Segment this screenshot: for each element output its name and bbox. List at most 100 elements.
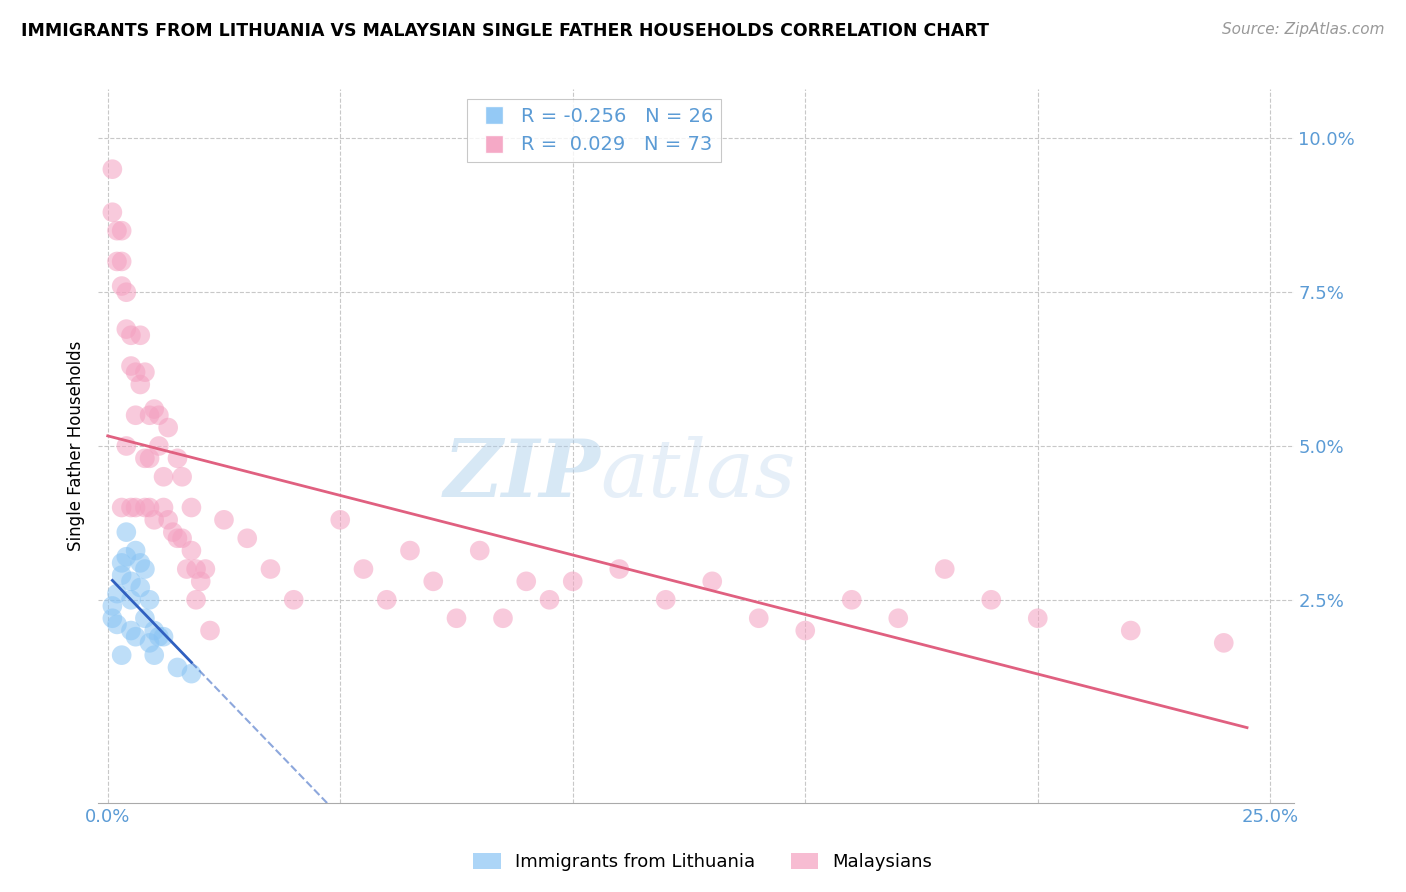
Point: [702, 574, 724, 589]
Point: [138, 409, 160, 423]
Point: [607, 562, 630, 576]
Text: Source: ZipAtlas.com: Source: ZipAtlas.com: [1222, 22, 1385, 37]
Point: [162, 525, 184, 540]
Point: [446, 611, 468, 625]
Point: [101, 205, 124, 219]
Point: [124, 543, 146, 558]
Point: [111, 224, 134, 238]
Point: [101, 162, 124, 177]
Point: [157, 420, 180, 434]
Point: [148, 409, 170, 423]
Point: [143, 402, 166, 417]
Point: [120, 359, 142, 373]
Point: [166, 660, 188, 674]
Text: IMMIGRANTS FROM LITHUANIA VS MALAYSIAN SINGLE FATHER HOUSEHOLDS CORRELATION CHAR: IMMIGRANTS FROM LITHUANIA VS MALAYSIAN S…: [21, 22, 988, 40]
Point: [111, 568, 134, 582]
Point: [172, 469, 194, 483]
Point: [138, 500, 160, 515]
Point: [212, 513, 235, 527]
Point: [115, 439, 138, 453]
Point: [166, 451, 188, 466]
Point: [115, 285, 138, 300]
Point: [176, 562, 198, 576]
Point: [236, 531, 259, 545]
Point: [422, 574, 444, 589]
Point: [105, 617, 128, 632]
Point: [129, 377, 152, 392]
Point: [138, 636, 160, 650]
Point: [124, 630, 146, 644]
Point: [934, 562, 956, 576]
Point: [120, 328, 142, 343]
Point: [283, 592, 305, 607]
Point: [887, 611, 910, 625]
Point: [143, 513, 166, 527]
Point: [143, 648, 166, 662]
Point: [184, 592, 207, 607]
Point: [111, 648, 134, 662]
Y-axis label: Single Father Households: Single Father Households: [66, 341, 84, 551]
Point: [124, 500, 146, 515]
Point: [134, 611, 156, 625]
Point: [105, 587, 128, 601]
Point: [105, 224, 128, 238]
Point: [794, 624, 817, 638]
Point: [138, 592, 160, 607]
Point: [184, 562, 207, 576]
Point: [748, 611, 770, 625]
Point: [492, 611, 515, 625]
Point: [166, 531, 188, 545]
Point: [129, 556, 152, 570]
Point: [101, 611, 124, 625]
Point: [538, 592, 561, 607]
Point: [980, 592, 1002, 607]
Point: [111, 279, 134, 293]
Point: [515, 574, 537, 589]
Point: [138, 451, 160, 466]
Point: [115, 525, 138, 540]
Text: atlas: atlas: [600, 436, 796, 513]
Point: [129, 581, 152, 595]
Point: [190, 574, 212, 589]
Point: [655, 592, 678, 607]
Point: [1212, 636, 1234, 650]
Point: [134, 562, 156, 576]
Point: [329, 513, 352, 527]
Point: [180, 666, 202, 681]
Point: [115, 322, 138, 336]
Point: [115, 549, 138, 564]
Point: [259, 562, 281, 576]
Point: [375, 592, 398, 607]
Point: [120, 500, 142, 515]
Point: [120, 592, 142, 607]
Point: [111, 500, 134, 515]
Point: [134, 365, 156, 379]
Point: [468, 543, 491, 558]
Point: [180, 500, 202, 515]
Point: [111, 556, 134, 570]
Point: [561, 574, 583, 589]
Point: [105, 254, 128, 268]
Point: [152, 469, 174, 483]
Point: [111, 254, 134, 268]
Legend: Immigrants from Lithuania, Malaysians: Immigrants from Lithuania, Malaysians: [467, 846, 939, 879]
Point: [152, 630, 174, 644]
Point: [148, 439, 170, 453]
Point: [120, 624, 142, 638]
Point: [180, 543, 202, 558]
Legend: R = -0.256   N = 26, R =  0.029   N = 73: R = -0.256 N = 26, R = 0.029 N = 73: [467, 99, 721, 162]
Point: [120, 574, 142, 589]
Point: [1119, 624, 1142, 638]
Point: [841, 592, 863, 607]
Point: [124, 365, 146, 379]
Point: [172, 531, 194, 545]
Point: [198, 624, 221, 638]
Point: [157, 513, 180, 527]
Point: [134, 451, 156, 466]
Point: [134, 500, 156, 515]
Point: [129, 328, 152, 343]
Point: [399, 543, 422, 558]
Point: [148, 630, 170, 644]
Point: [124, 409, 146, 423]
Point: [152, 500, 174, 515]
